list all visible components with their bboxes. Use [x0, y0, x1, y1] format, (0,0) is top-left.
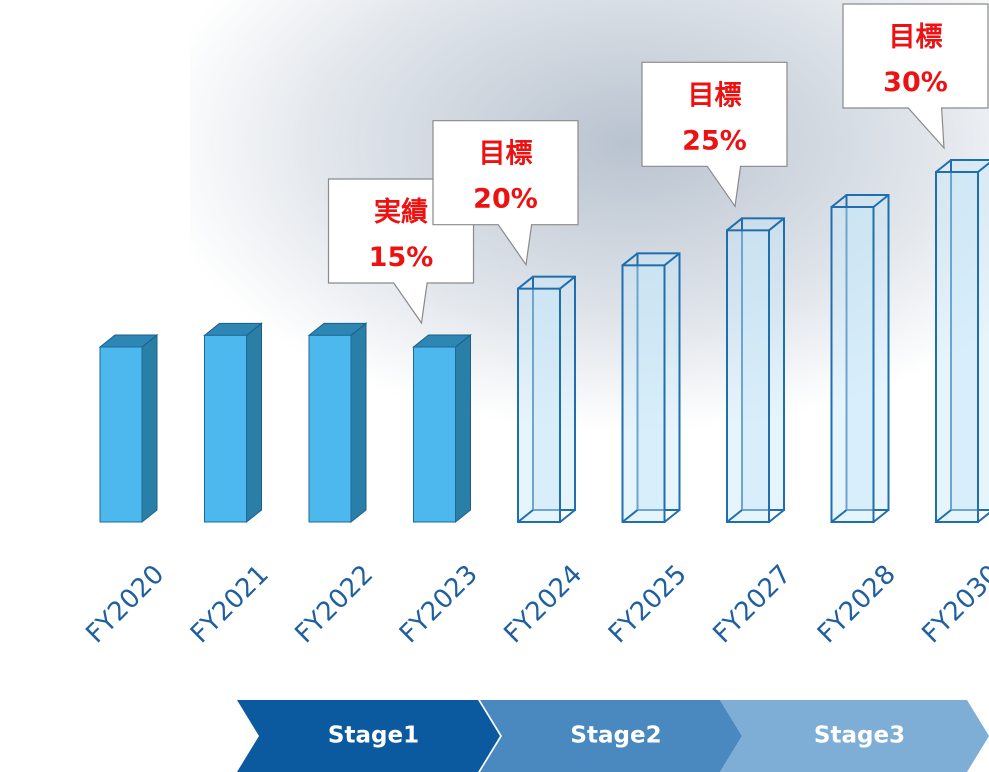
- bar-front: [517, 287, 561, 523]
- bar: [935, 159, 989, 523]
- bar-front: [935, 171, 979, 523]
- stage-label: Stage3: [814, 723, 905, 749]
- bar-edge: [872, 194, 890, 208]
- bar-edge: [768, 217, 785, 232]
- bar-edge: [517, 509, 534, 523]
- callout-label: 目標: [889, 22, 943, 53]
- bar-edge: [517, 275, 534, 290]
- callout-box: [842, 3, 989, 150]
- bar-edge: [726, 217, 743, 232]
- bar-edge: [872, 509, 890, 523]
- callout-box: [641, 61, 788, 208]
- value-label: 25%: [682, 125, 747, 156]
- x-tick-label: FY2024: [498, 559, 588, 649]
- stage-label: Stage1: [328, 723, 419, 749]
- callout-label: 目標: [688, 80, 742, 111]
- bar-back: [636, 252, 681, 511]
- bar: [621, 252, 681, 523]
- bar: [98, 333, 159, 524]
- bar-side: [350, 322, 367, 524]
- bar-edge: [768, 509, 785, 523]
- bar-edge: [830, 509, 848, 523]
- bar-back: [741, 217, 785, 511]
- bar-front: [621, 264, 666, 523]
- bar-edge: [621, 509, 639, 523]
- bar: [517, 275, 576, 523]
- callout-label: 目標: [479, 139, 533, 170]
- bar-edge: [977, 161, 989, 173]
- bar-front: [413, 346, 456, 523]
- bar-back: [532, 275, 576, 511]
- bar-back: [845, 194, 890, 511]
- bar-front: [726, 229, 770, 523]
- bar-edge: [726, 509, 743, 523]
- bar: [203, 322, 263, 524]
- x-tick-label: FY2027: [707, 559, 797, 649]
- bar-edge: [977, 511, 989, 523]
- stage-label: Stage2: [570, 723, 661, 749]
- bar: [726, 217, 785, 523]
- bar: [830, 194, 890, 523]
- bar-side: [246, 322, 262, 524]
- bar-edge: [935, 509, 952, 523]
- value-label: 20%: [473, 184, 538, 215]
- value-label: 15%: [369, 242, 434, 273]
- bar-edge: [559, 275, 576, 290]
- callout-box: [432, 120, 579, 267]
- x-tick-label: FY2025: [603, 559, 693, 649]
- callout-label: 実績: [374, 196, 428, 228]
- bar-edge: [663, 252, 681, 267]
- bar: [307, 322, 368, 524]
- bar-front: [308, 334, 352, 523]
- x-tick-label: FY2021: [185, 559, 275, 649]
- bar: [412, 333, 472, 524]
- bar-edge: [621, 252, 639, 267]
- bar-front: [99, 346, 143, 523]
- bar-edge: [830, 194, 848, 208]
- x-tick-label: FY2022: [289, 559, 379, 649]
- stage-arrow: [237, 700, 500, 772]
- stage-arrow: [480, 700, 742, 772]
- bar-side: [455, 333, 471, 524]
- bar-back: [950, 159, 989, 511]
- bar-edge: [935, 159, 952, 173]
- stage-arrow: [720, 700, 989, 772]
- bar-edge: [663, 509, 681, 523]
- bar-side: [141, 333, 158, 524]
- value-label: 30%: [883, 67, 948, 98]
- bar-front: [204, 334, 247, 523]
- x-tick-label: FY2028: [812, 559, 902, 649]
- bar-front: [830, 206, 875, 523]
- x-tick-label: FY2020: [80, 559, 170, 649]
- x-tick-label: FY2030: [916, 559, 989, 649]
- bar-edge: [559, 509, 576, 523]
- x-tick-label: FY2023: [394, 559, 484, 649]
